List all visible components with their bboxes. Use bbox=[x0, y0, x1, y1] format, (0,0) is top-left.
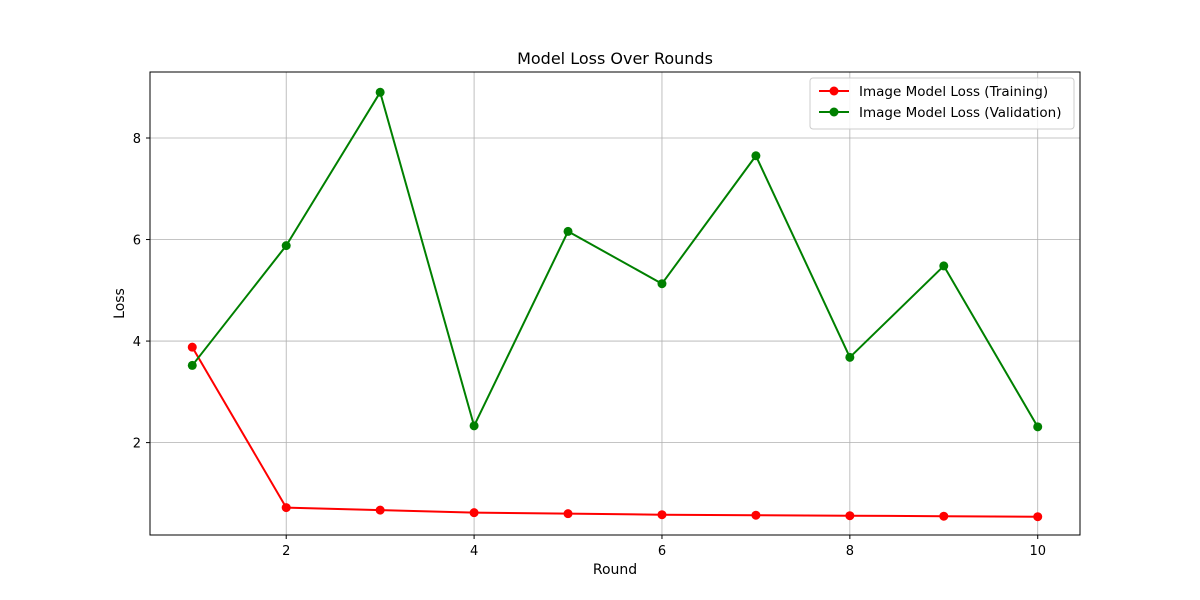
data-point bbox=[1033, 422, 1043, 432]
data-point bbox=[657, 510, 667, 520]
y-tick-label: 4 bbox=[133, 335, 141, 350]
data-point bbox=[187, 342, 197, 352]
series-training bbox=[187, 342, 1043, 522]
y-tick-label: 8 bbox=[133, 132, 141, 147]
data-point bbox=[281, 241, 291, 251]
data-point bbox=[751, 510, 761, 520]
data-point bbox=[939, 511, 949, 521]
series-line bbox=[191, 346, 1038, 518]
data-point bbox=[939, 261, 949, 271]
grid bbox=[150, 72, 1080, 535]
legend-marker bbox=[829, 107, 839, 117]
data-point bbox=[187, 360, 197, 370]
x-tick-label: 10 bbox=[1029, 544, 1046, 559]
data-point bbox=[375, 505, 385, 515]
x-axis-label: Round bbox=[593, 562, 637, 578]
data-point bbox=[563, 509, 573, 519]
y-axis-label: Loss bbox=[112, 288, 128, 319]
series-layer bbox=[187, 87, 1043, 522]
x-tick-label: 4 bbox=[470, 544, 478, 559]
data-point bbox=[563, 226, 573, 236]
x-tick-label: 2 bbox=[282, 544, 290, 559]
legend-label: Image Model Loss (Validation) bbox=[859, 105, 1062, 121]
chart-title: Model Loss Over Rounds bbox=[517, 49, 713, 68]
legend-label: Image Model Loss (Training) bbox=[859, 84, 1048, 100]
y-tick-label: 2 bbox=[133, 437, 141, 452]
series-line bbox=[191, 91, 1039, 428]
data-point bbox=[657, 279, 667, 289]
legend: Image Model Loss (Training) Image Model L… bbox=[809, 77, 1075, 130]
legend-marker bbox=[829, 86, 839, 96]
data-point bbox=[469, 421, 479, 431]
x-tick-label: 6 bbox=[658, 544, 666, 559]
data-point bbox=[845, 511, 855, 521]
legend-box bbox=[809, 77, 1075, 130]
data-point bbox=[469, 508, 479, 518]
data-point bbox=[281, 503, 291, 513]
axis-ticks: 2 4 6 8 10 2 4 6 8 bbox=[133, 132, 1046, 559]
y-tick-label: 6 bbox=[133, 234, 141, 249]
data-point bbox=[375, 87, 385, 97]
series-validation bbox=[187, 87, 1043, 432]
x-tick-label: 8 bbox=[846, 544, 854, 559]
data-point bbox=[751, 151, 761, 161]
plot-frame bbox=[149, 71, 1081, 536]
data-point bbox=[1033, 512, 1043, 522]
data-point bbox=[845, 352, 855, 362]
